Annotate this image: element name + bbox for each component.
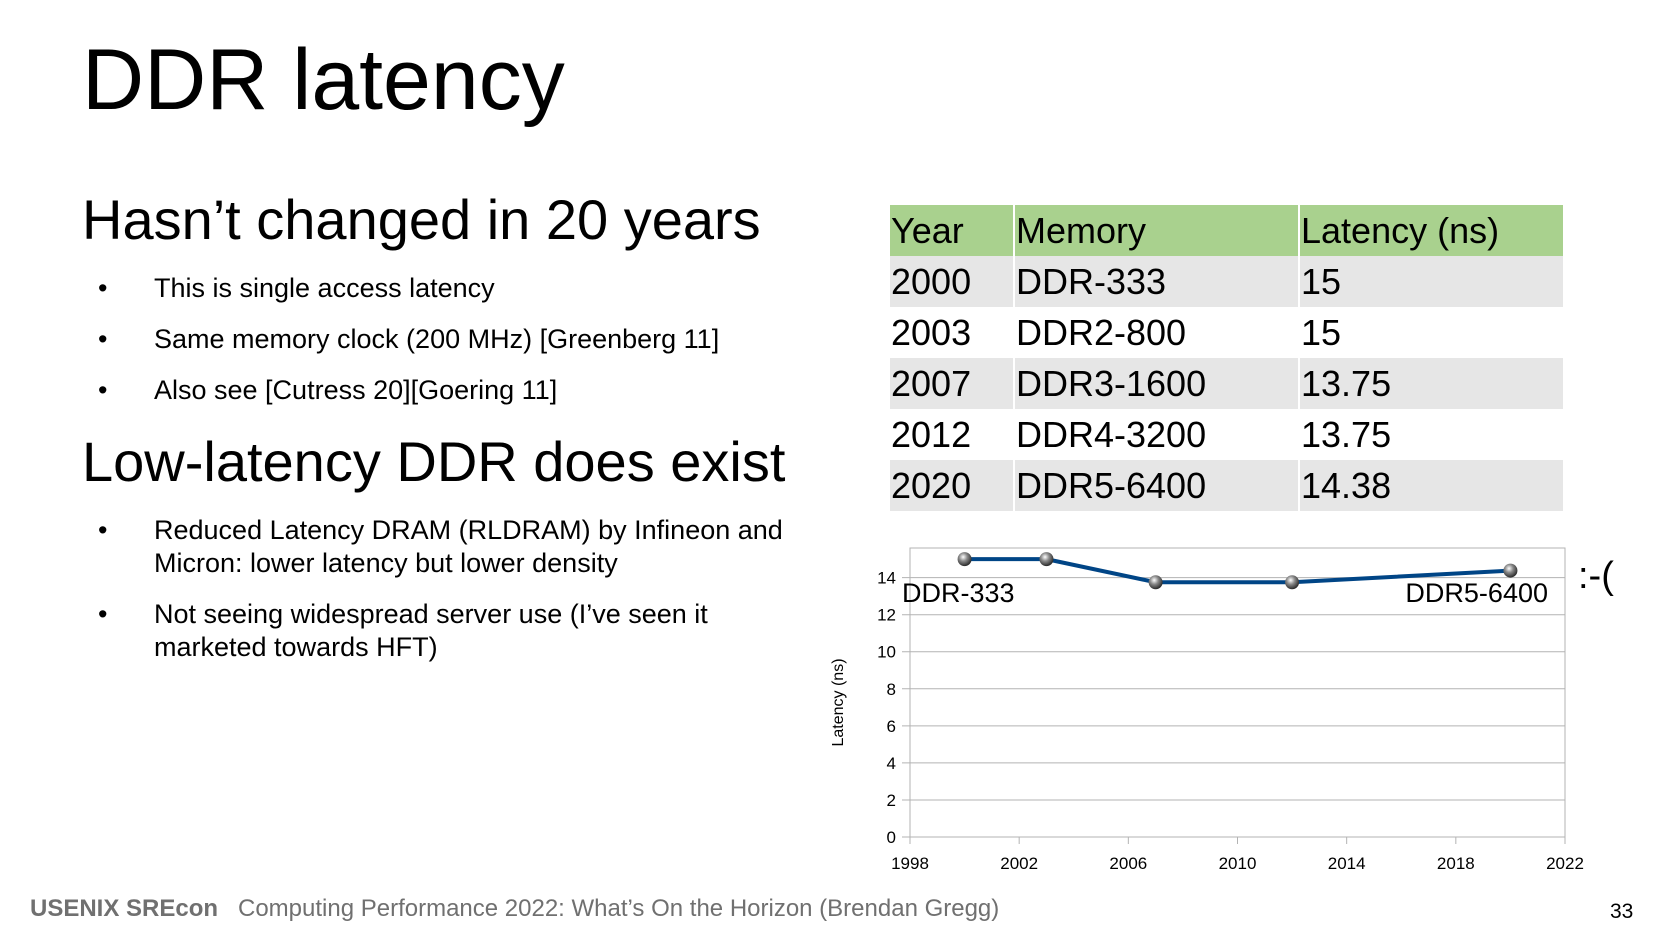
- bullet-icon: •: [98, 273, 108, 303]
- y-tick-label: 2: [887, 791, 896, 810]
- x-tick-label: 2010: [1219, 854, 1257, 873]
- bullet-text: Not seeing widespread server use (I’ve s…: [154, 599, 708, 662]
- bullet-icon: •: [98, 375, 108, 405]
- footer-brand: USENIX SREcon: [30, 895, 219, 922]
- annotation-first-point: DDR-333: [902, 578, 1015, 608]
- table-row: 2020 DDR5-6400 14.38: [890, 460, 1565, 511]
- data-point-marker: [957, 552, 972, 567]
- x-tick-label: 2006: [1109, 854, 1147, 873]
- slide-title: DDR latency: [82, 32, 565, 128]
- cell-year: 2000: [890, 256, 1015, 307]
- footer-text: Computing Performance 2022: What’s On th…: [238, 895, 1000, 922]
- bullet-text: This is single access latency: [154, 273, 495, 303]
- x-tick-label: 2002: [1000, 854, 1038, 873]
- y-tick-label: 4: [887, 754, 896, 773]
- y-tick-label: 12: [877, 606, 896, 625]
- cell-memory: DDR5-6400: [1014, 460, 1300, 511]
- bullet-item: • Also see [Cutress 20][Goering 11]: [82, 374, 802, 407]
- x-tick-label: 1998: [891, 854, 929, 873]
- chart-labels: DDR-333 DDR5-6400: [902, 578, 1548, 608]
- x-tick-label: 2014: [1328, 854, 1366, 873]
- bullet-text: Same memory clock (200 MHz) [Greenberg 1…: [154, 324, 720, 354]
- y-axis-title: Latency (ns): [830, 658, 847, 746]
- x-tick-label: 2018: [1437, 854, 1475, 873]
- cell-year: 2020: [890, 460, 1015, 511]
- cell-memory: DDR-333: [1014, 256, 1300, 307]
- cell-latency: 13.75: [1299, 358, 1565, 409]
- bullet-item: • Same memory clock (200 MHz) [Greenberg …: [82, 323, 802, 356]
- cell-year: 2007: [890, 358, 1015, 409]
- y-tick-label: 8: [887, 680, 896, 699]
- latency-line-chart: 0 2 4 6 8 10 12 14 1998 2002 2006 2010 2014 2018 2022 L…: [830, 547, 1584, 873]
- data-point-marker: [1148, 575, 1163, 590]
- page-number: 33: [1610, 900, 1634, 923]
- column-header-year: Year: [890, 205, 1015, 256]
- sad-face-emoticon: :-(: [1578, 555, 1614, 597]
- y-tick-label: 10: [877, 643, 896, 662]
- bullet-icon: •: [98, 599, 108, 629]
- cell-memory: DDR4-3200: [1014, 409, 1300, 460]
- data-series: [957, 552, 1518, 590]
- bullet-item: • This is single access latency: [82, 272, 802, 305]
- y-tick-label: 6: [887, 717, 896, 736]
- cell-memory: DDR2-800: [1014, 307, 1300, 358]
- table-row: 2012 DDR4-3200 13.75: [890, 409, 1565, 460]
- column-header-latency: Latency (ns): [1299, 205, 1565, 256]
- bullet-text: Also see [Cutress 20][Goering 11]: [154, 375, 558, 405]
- cell-latency: 14.38: [1299, 460, 1565, 511]
- bullet-icon: •: [98, 515, 108, 545]
- bullet-item: • Not seeing widespread server use (I’ve …: [82, 598, 802, 664]
- bullet-icon: •: [98, 324, 108, 354]
- section-heading-low-latency: Low-latency DDR does exist: [82, 430, 786, 493]
- table-row: 2007 DDR3-1600 13.75: [890, 358, 1565, 409]
- cell-latency: 15: [1299, 256, 1565, 307]
- axes: 0 2 4 6 8 10 12 14 1998 2002 2006 2010 2014 2018 2022 L…: [830, 569, 1584, 873]
- cell-memory: DDR3-1600: [1014, 358, 1300, 409]
- cell-year: 2012: [890, 409, 1015, 460]
- y-tick-label: 14: [877, 569, 896, 588]
- column-header-memory: Memory: [1014, 205, 1300, 256]
- cell-latency: 15: [1299, 307, 1565, 358]
- y-tick-label: 0: [887, 828, 896, 847]
- data-point-marker: [1285, 575, 1300, 590]
- x-tick-label: 2022: [1546, 854, 1584, 873]
- bullet-list-unchanged: • This is single access latency • Same mem…: [82, 272, 802, 425]
- annotation-last-point: DDR5-6400: [1405, 578, 1548, 608]
- bullet-text: Reduced Latency DRAM (RLDRAM) by Infineo…: [154, 515, 783, 578]
- section-heading-unchanged: Hasn’t changed in 20 years: [82, 188, 761, 251]
- data-point-marker: [1039, 552, 1054, 567]
- table-row: 2000 DDR-333 15: [890, 256, 1565, 307]
- data-point-marker: [1503, 563, 1518, 578]
- cell-latency: 13.75: [1299, 409, 1565, 460]
- table-header-row: Year Memory Latency (ns): [890, 205, 1565, 256]
- bullet-item: • Reduced Latency DRAM (RLDRAM) by Infine…: [82, 514, 802, 580]
- cell-year: 2003: [890, 307, 1015, 358]
- ddr-latency-table: Year Memory Latency (ns) 2000 DDR-333 15…: [890, 205, 1565, 511]
- bullet-list-low-latency: • Reduced Latency DRAM (RLDRAM) by Infine…: [82, 514, 802, 682]
- table-row: 2003 DDR2-800 15: [890, 307, 1565, 358]
